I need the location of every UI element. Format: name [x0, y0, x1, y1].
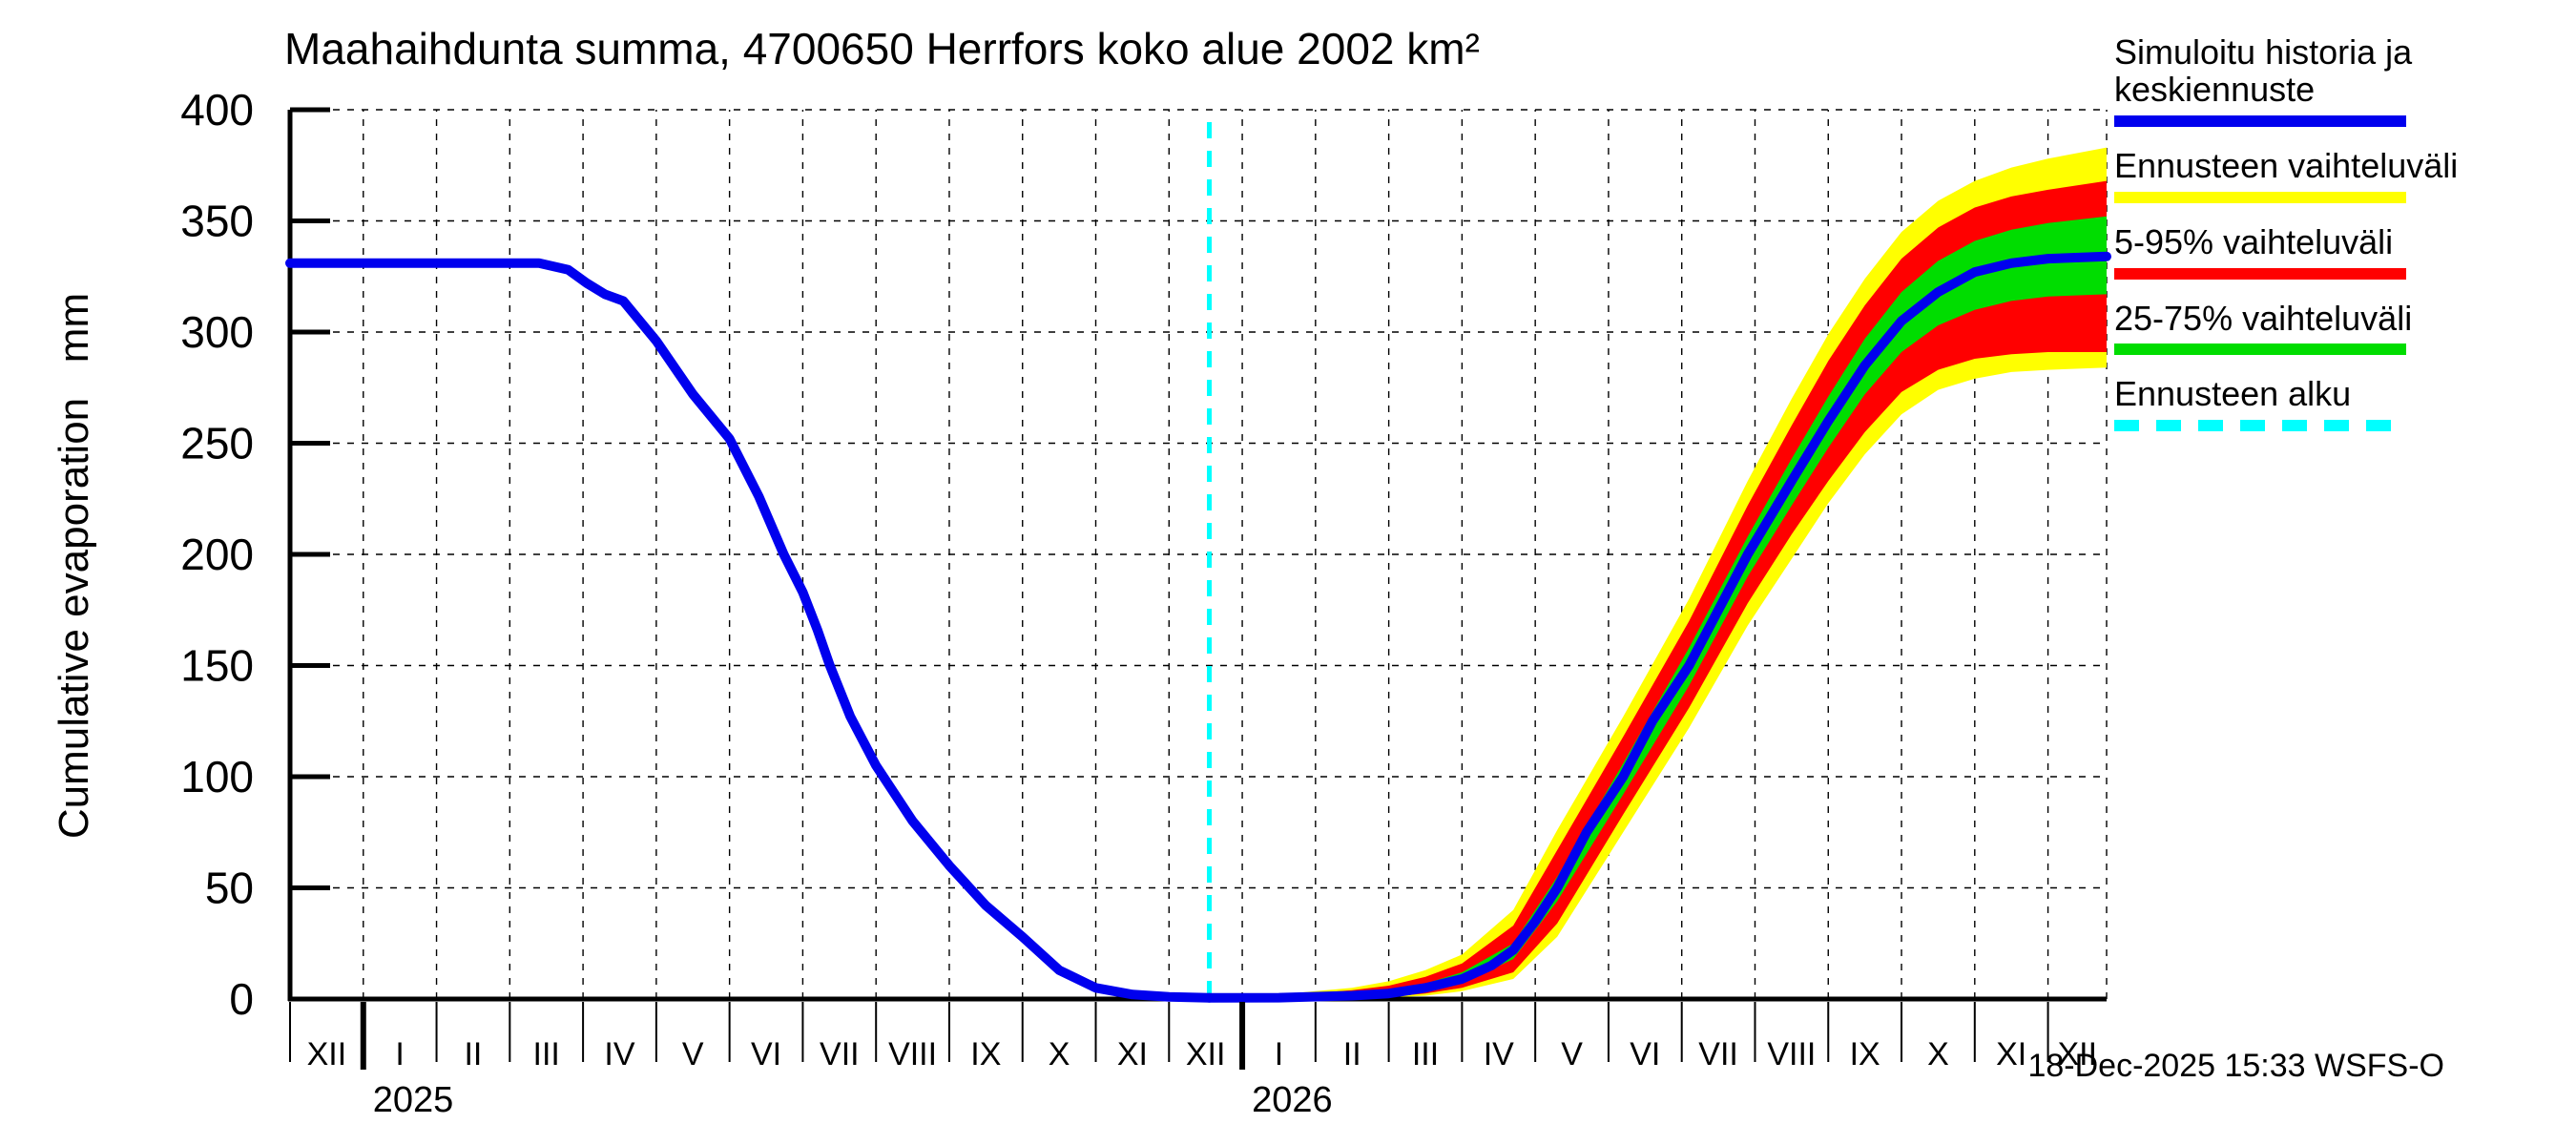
legend-swatch-forecast-start [2114, 420, 2406, 432]
legend-swatch-25-75 [2114, 344, 2406, 356]
month-label: III [533, 1036, 560, 1072]
month-label: VII [1698, 1036, 1738, 1072]
svg-text:400: 400 [180, 85, 254, 135]
month-label: XI [1117, 1036, 1148, 1072]
svg-text:100: 100 [180, 752, 254, 802]
band-p25_75 [1209, 216, 2107, 999]
legend-item-forecast-start: Ennusteen alku [2114, 374, 2467, 432]
legend-swatch-forecast-range [2114, 191, 2406, 203]
gridlines [289, 109, 2108, 999]
legend-item-forecast-range: Ennusteen vaihteluväli [2114, 145, 2467, 203]
month-label: III [1412, 1036, 1439, 1072]
legend-item-history: Simuloitu historia ja keskiennuste [2114, 32, 2467, 127]
svg-text:350: 350 [180, 197, 254, 246]
legend: Simuloitu historia ja keskiennuste Ennus… [2114, 32, 2467, 452]
chart-title: Maahaihdunta summa, 4700650 Herrfors kok… [284, 24, 1480, 73]
legend-swatch-history-line [2114, 114, 2406, 127]
legend-label-forecast-start: Ennusteen alku [2114, 374, 2352, 414]
month-label: V [1561, 1036, 1583, 1072]
month-label: XI [1996, 1036, 2026, 1072]
y-axis-label: Cumulative evaporation mm [51, 292, 97, 840]
month-label: VI [1630, 1036, 1660, 1072]
svg-text:0: 0 [229, 974, 254, 1024]
month-label: II [464, 1036, 482, 1072]
year-labels: 2025 2026 [373, 1080, 1333, 1120]
legend-swatch-5-95 [2114, 267, 2406, 280]
y-tick-labels: 0 50 100 150 200 250 300 350 400 [180, 85, 254, 1024]
legend-item-5-95: 5-95% vaihteluväli [2114, 221, 2467, 280]
month-label: I [395, 1036, 404, 1072]
month-label: VII [820, 1036, 860, 1072]
month-label: V [682, 1036, 704, 1072]
month-label: VI [751, 1036, 781, 1072]
svg-text:250: 250 [180, 419, 254, 468]
month-label: XII [1186, 1036, 1226, 1072]
month-label: XII [2058, 1036, 2098, 1072]
month-label: IV [1484, 1036, 1514, 1072]
month-label: X [1927, 1036, 1949, 1072]
legend-label-history: Simuloitu historia ja keskiennuste [2114, 32, 2413, 109]
month-label: IX [1850, 1036, 1880, 1072]
legend-label-forecast-range: Ennusteen vaihteluväli [2114, 145, 2459, 185]
svg-text:150: 150 [180, 641, 254, 691]
month-label: VIII [1767, 1036, 1816, 1072]
band-p5_95 [1209, 180, 2107, 999]
series-forecast_mean-line [1204, 251, 2111, 1003]
svg-text:200: 200 [180, 530, 254, 579]
month-label: II [1343, 1036, 1361, 1072]
year-label: 2026 [1252, 1080, 1333, 1120]
legend-item-25-75: 25-75% vaihteluväli [2114, 298, 2467, 356]
month-label: IV [604, 1036, 634, 1072]
month-label: I [1275, 1036, 1283, 1072]
month-label: VIII [888, 1036, 937, 1072]
series-history_mean-line [285, 258, 1215, 1003]
legend-label-5-95: 5-95% vaihteluväli [2114, 221, 2394, 261]
svg-text:50: 50 [205, 864, 254, 913]
month-label: XII [307, 1036, 347, 1072]
year-label: 2025 [373, 1080, 454, 1120]
month-label: IX [970, 1036, 1001, 1072]
legend-label-25-75: 25-75% vaihteluväli [2114, 298, 2413, 338]
svg-text:300: 300 [180, 307, 254, 357]
timestamp: 18-Dec-2025 15:33 WSFS-O [2027, 1048, 2444, 1084]
month-label: X [1049, 1036, 1070, 1072]
x-tick-labels: XII I II III IV V VI VII VIII IX X XI XII I II III IV V VI… [307, 1036, 2097, 1072]
